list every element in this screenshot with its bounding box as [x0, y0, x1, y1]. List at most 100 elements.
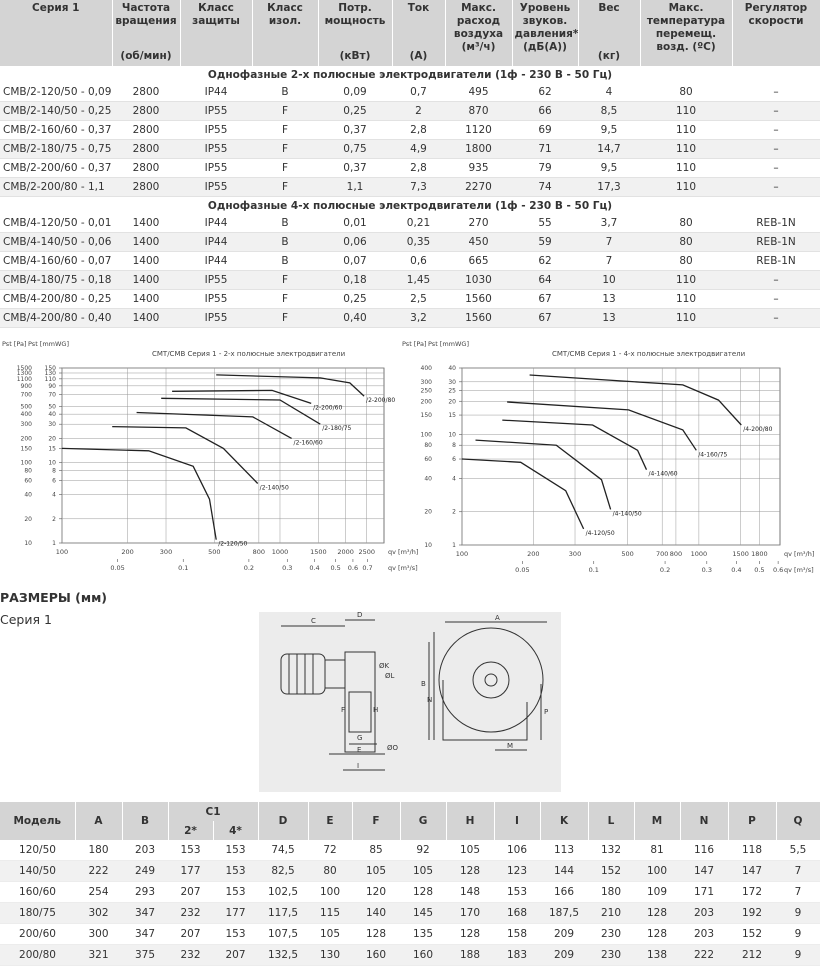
cell: 8,5	[578, 101, 640, 121]
cell: B	[252, 232, 318, 252]
cell: –	[732, 158, 820, 178]
x2-tick-label: 0.6	[773, 566, 783, 574]
cell: 74	[512, 177, 578, 197]
cell: 210	[588, 902, 635, 924]
cell: CMB/4-200/80 - 0,40	[0, 308, 112, 328]
cell: 209	[540, 944, 589, 966]
drawing	[280, 619, 547, 771]
y2-tick-label: 50	[48, 403, 56, 410]
cell: 130	[308, 944, 353, 966]
cell: 120/50	[0, 840, 75, 861]
table-head: Модель A B C1 D E F G H I K L M N P Q 2* 4*	[0, 802, 820, 840]
cell: 74,5	[258, 840, 309, 861]
cell: 120	[352, 881, 401, 903]
table-row: 200/60 300 347 207 153 107,5 105 128 135 128 158 20…	[0, 923, 820, 945]
section-title: Однофазные 2-х полюсные электродвигатели…	[207, 68, 613, 81]
cell: –	[732, 120, 820, 140]
cell: 4	[578, 83, 640, 102]
cell: 140	[352, 902, 401, 924]
cell: 1120	[445, 120, 512, 140]
cell: 110	[640, 139, 732, 159]
y2-tick-label: 10	[48, 460, 56, 467]
header-unit: (кг)	[597, 50, 621, 62]
header-row: Модель A B C1 D E F G H I K L M N P Q	[0, 802, 820, 840]
cell: 80	[308, 860, 353, 882]
y-axis-label: Pst [Pa]	[402, 340, 427, 348]
table-row: CMB/2-140/50 - 0,25 2800 IP55 F 0,25 2 870 66 8,…	[0, 101, 820, 121]
cell: IP44	[180, 232, 252, 252]
cell: 2,5	[392, 289, 445, 309]
column-header: Макс. расход воздуха (м³/ч)	[445, 0, 513, 66]
y-tick-label: 200	[421, 398, 433, 405]
cell: 80	[640, 251, 732, 271]
y2-tick-label: 90	[48, 383, 56, 390]
y-tick-label: 300	[421, 379, 433, 386]
cell: 153	[494, 881, 541, 903]
table-body: Однофазные 2-х полюсные электродвигатели…	[0, 66, 820, 328]
x-axis-label: qv [m³/h]	[388, 548, 418, 556]
cell: 85	[352, 840, 401, 861]
cell: B	[252, 214, 318, 233]
table-row: CMB/4-200/80 - 0,40 1400 IP55 F 0,40 3,2 1560 6…	[0, 308, 820, 328]
column-header: H	[446, 802, 495, 840]
cell: 188	[446, 944, 495, 966]
cell: 80	[640, 214, 732, 233]
sub-header: 4*	[213, 821, 259, 840]
cell: 144	[540, 860, 589, 882]
y-tick-label: 80	[24, 467, 32, 474]
header-title: Макс. температура перемещ. возд. (ºС)	[646, 2, 726, 53]
header-title: Ток	[407, 2, 430, 14]
cell: CMB/2-200/80 - 1,1	[0, 177, 112, 197]
y2-tick-label: 30	[448, 379, 456, 386]
cell: 192	[728, 902, 777, 924]
cell: 7	[776, 881, 820, 903]
y-tick-label: 80	[424, 442, 432, 449]
cell: 7	[578, 232, 640, 252]
x2-tick-label: 0.05	[515, 566, 529, 574]
cell: 5,5	[776, 840, 820, 861]
y-tick-label: 400	[21, 411, 33, 418]
cell: 115	[308, 902, 353, 924]
cell: 14,7	[578, 139, 640, 159]
y-tick-label: 300	[21, 421, 33, 428]
x2-axis-label: qv [m³/s]	[388, 564, 418, 572]
y-tick-label: 10	[24, 540, 32, 547]
cell: 249	[122, 860, 168, 882]
cell: 110	[640, 120, 732, 140]
fan-curve	[502, 419, 648, 470]
cell: 212	[728, 944, 777, 966]
x-tick-label: 2500	[358, 548, 375, 556]
cell: CMB/4-120/50 - 0,01	[0, 214, 112, 233]
table-row: 160/60 254 293 207 153 102,5 100 120 128 148 153 16…	[0, 881, 820, 903]
cell: IP55	[180, 139, 252, 159]
fan-curve	[529, 374, 742, 426]
cell: 72	[308, 840, 353, 861]
cell: F	[252, 177, 318, 197]
cell: 66	[512, 101, 578, 121]
cell: 106	[494, 840, 541, 861]
x-tick-label: 1000	[691, 550, 708, 558]
column-header: D	[258, 802, 309, 840]
cell: 62	[512, 83, 578, 102]
y2-tick-label: 6	[52, 477, 56, 484]
table-row: CMB/4-140/50 - 0,06 1400 IP44 B 0,06 0,35 450 5…	[0, 232, 820, 252]
header-row: 2* 4*	[0, 821, 820, 840]
cell: IP55	[180, 289, 252, 309]
cell: 0,6	[392, 251, 445, 271]
cell: 254	[75, 881, 122, 903]
table-row: CMB/4-200/80 - 0,25 1400 IP55 F 0,25 2,5 1560 6…	[0, 289, 820, 309]
cell: 0,37	[318, 158, 392, 178]
cell: 187,5	[540, 902, 589, 924]
cell: 9	[776, 923, 820, 945]
dim-label: F	[341, 706, 345, 714]
curve-label: /2-140/50	[260, 484, 289, 491]
cell: 116	[680, 840, 729, 861]
cell: 17,3	[578, 177, 640, 197]
cell: 1400	[112, 251, 180, 271]
dimension-table: Модель A B C1 D E F G H I K L M N P Q 2* 4* 120/50 180 203 15…	[0, 802, 820, 966]
y2-tick-label: 6	[452, 456, 456, 463]
plot-frame	[461, 367, 781, 546]
cell: 79	[512, 158, 578, 178]
cell: 110	[640, 270, 732, 290]
cell: 200/60	[0, 923, 75, 945]
